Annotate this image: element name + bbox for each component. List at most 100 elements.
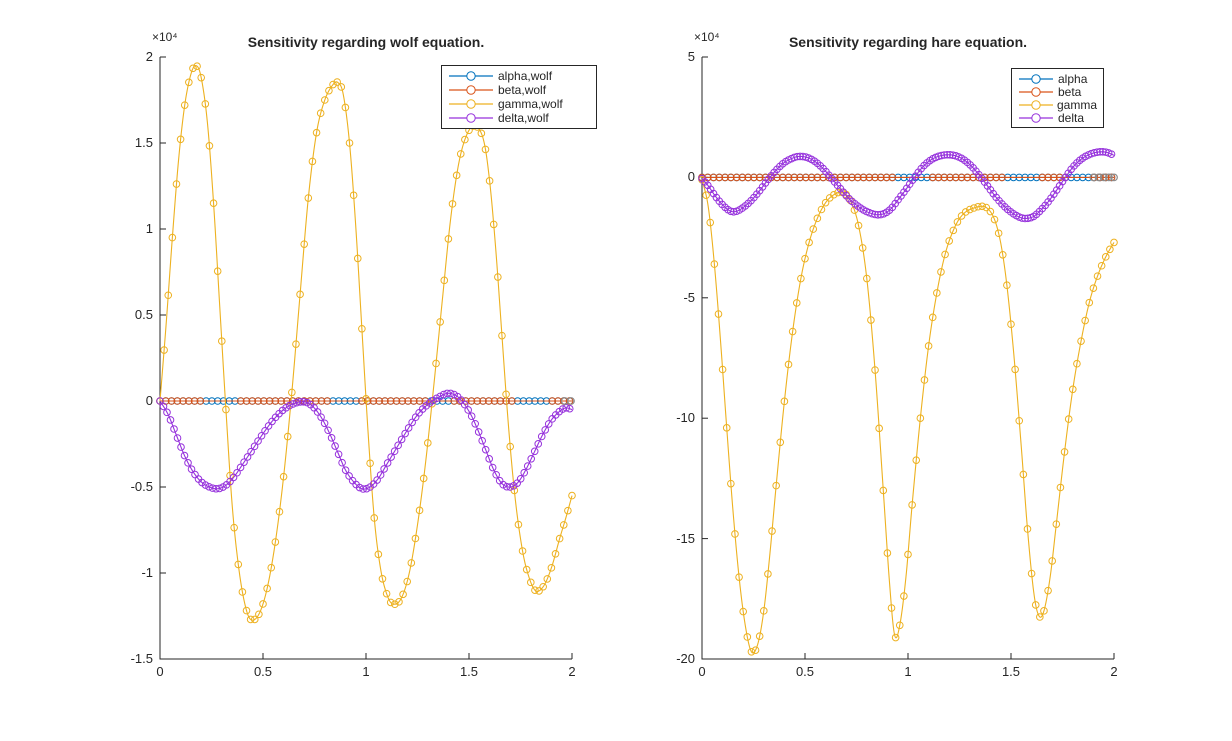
series-marker — [168, 233, 177, 242]
series-marker — [292, 398, 301, 407]
series-marker — [863, 274, 871, 283]
overlap-marker — [1089, 173, 1098, 182]
series-marker — [992, 173, 1000, 182]
series-marker — [807, 173, 816, 182]
series-marker — [190, 397, 199, 405]
series-marker — [994, 229, 1003, 238]
series-marker — [879, 486, 888, 495]
legend-line-marker-icon — [449, 85, 493, 95]
series-marker — [508, 397, 516, 405]
series-marker — [1110, 238, 1118, 247]
series-marker — [481, 145, 490, 154]
series-marker — [516, 474, 525, 483]
series-marker — [392, 397, 401, 405]
series-marker — [1101, 253, 1110, 261]
series-marker — [858, 244, 867, 252]
series-marker — [871, 366, 879, 374]
x-tick-label: 1.5 — [459, 664, 479, 679]
series-marker — [160, 346, 168, 354]
series-marker — [531, 586, 539, 595]
series-marker — [240, 458, 248, 466]
series-marker — [1003, 281, 1011, 290]
series-marker — [1015, 416, 1024, 425]
series-marker — [772, 481, 780, 490]
series-marker — [937, 268, 945, 276]
series-marker — [467, 397, 476, 405]
right-plot-title: Sensitivity regarding hare equation. — [788, 34, 1028, 50]
series-marker — [755, 632, 764, 640]
series-marker — [173, 397, 182, 405]
series-marker — [853, 173, 862, 182]
series-marker — [718, 365, 727, 374]
series-marker — [1089, 284, 1098, 292]
x-tick-label: 1 — [362, 664, 370, 679]
x-tick-label: 0.5 — [253, 664, 273, 679]
series-marker — [1031, 601, 1040, 609]
legend-item-label: alpha,wolf — [498, 69, 553, 83]
series-marker — [386, 397, 395, 405]
series-marker — [1081, 316, 1089, 325]
right-y-axis-exponent: ×10⁴ — [694, 30, 720, 44]
series-marker — [514, 520, 523, 529]
series-marker — [164, 291, 173, 300]
series-marker — [187, 465, 196, 473]
series-marker — [242, 397, 251, 405]
series-marker — [479, 397, 487, 405]
series-marker — [998, 173, 1006, 182]
series-marker — [544, 420, 553, 428]
series-marker — [311, 397, 320, 405]
series-marker — [321, 96, 329, 104]
series-marker — [747, 647, 756, 656]
series-marker — [539, 582, 547, 591]
series-marker — [257, 431, 266, 440]
series-marker — [961, 208, 970, 216]
series-marker — [213, 267, 222, 275]
series-marker — [283, 432, 292, 441]
y-tick-label: -10 — [676, 410, 695, 426]
series-marker — [506, 483, 515, 491]
series-marker — [706, 218, 715, 227]
series-marker — [986, 207, 995, 216]
series-marker — [205, 483, 213, 491]
legend-circle-marker — [466, 85, 476, 95]
series-marker — [436, 318, 444, 326]
legend-item-label: gamma — [1056, 97, 1097, 112]
series-marker — [874, 210, 882, 219]
axis-spines — [701, 57, 1114, 660]
series-marker — [859, 173, 868, 182]
series-marker — [331, 442, 339, 450]
series-marker — [246, 615, 255, 624]
series-marker — [394, 441, 402, 450]
series-marker — [1073, 359, 1081, 368]
series-marker — [179, 397, 187, 405]
series-marker — [275, 507, 284, 516]
series-marker — [408, 418, 416, 427]
series-marker — [409, 397, 418, 405]
series-marker — [721, 173, 729, 182]
legend-circle-marker — [466, 113, 476, 123]
series-marker — [727, 479, 735, 488]
series-marker — [1060, 448, 1069, 456]
series-marker — [941, 250, 949, 259]
series-marker — [419, 474, 428, 483]
axis-spines — [159, 57, 572, 660]
series-marker — [180, 101, 189, 109]
series-marker — [271, 397, 280, 405]
legend-item: delta,wolf — [448, 111, 590, 125]
left-plot-title: Sensitivity regarding wolf equation. — [247, 34, 485, 50]
series-marker — [375, 397, 383, 405]
series-marker — [236, 397, 245, 405]
series-marker — [520, 468, 529, 477]
series-marker — [341, 103, 350, 112]
series-marker — [928, 313, 937, 322]
series-marker — [518, 547, 527, 555]
series-marker — [912, 456, 921, 464]
series-marker — [868, 209, 876, 218]
series-marker — [986, 173, 995, 182]
series-marker — [304, 194, 313, 202]
series-marker — [376, 471, 385, 479]
series-marker — [456, 150, 465, 158]
series-marker — [238, 588, 247, 596]
series-marker — [399, 590, 407, 599]
